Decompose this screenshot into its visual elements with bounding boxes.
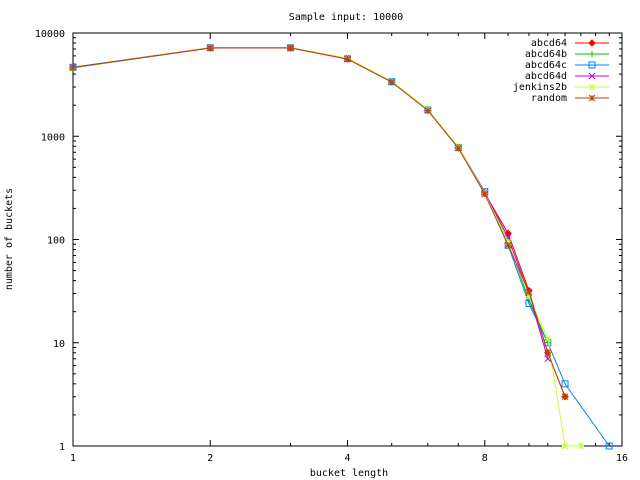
y-tick-label: 100 xyxy=(47,236,65,247)
legend-series-abcd64b-point xyxy=(589,51,595,57)
y-tick-label: 1000 xyxy=(41,132,65,143)
series-random-point xyxy=(481,190,489,198)
series-abcd64c xyxy=(69,44,613,450)
series-random-point xyxy=(287,44,294,52)
series-jenkins2b-point xyxy=(544,335,552,342)
x-tick-label: 2 xyxy=(207,453,213,464)
series-jenkins2b-point xyxy=(577,442,585,450)
series-abcd64d-line xyxy=(72,47,549,359)
series-abcd64b xyxy=(70,44,551,346)
legend-entry-random: random xyxy=(531,93,609,104)
legend-entry-abcd64c: abcd64c xyxy=(525,60,609,71)
series-random-point xyxy=(424,107,432,114)
y-axis-ticks: 1 10 100 1000 10000 xyxy=(35,29,622,453)
series-jenkins2b-point xyxy=(561,442,569,450)
series-random-point xyxy=(525,288,533,296)
legend: abcd64abcd64babcd64cabcd64djenkins2brand… xyxy=(513,38,609,104)
legend-entry-abcd64b: abcd64b xyxy=(525,49,609,60)
series-random-point xyxy=(504,241,512,249)
series-random-point xyxy=(454,144,462,152)
legend-label: abcd64d xyxy=(525,71,567,82)
series-random-point xyxy=(544,349,552,357)
series-random-point xyxy=(344,55,351,63)
series-random-point xyxy=(69,64,77,71)
series-abcd64d xyxy=(69,44,552,363)
series-jenkins2b-point xyxy=(525,293,533,300)
series-layer xyxy=(69,44,613,450)
legend-label: abcd64c xyxy=(525,60,567,71)
legend-entry-abcd64d: abcd64d xyxy=(525,71,609,82)
legend-label: abcd64b xyxy=(525,49,567,60)
y-tick-label: 1 xyxy=(59,442,65,453)
legend-series-jenkins2b-point xyxy=(588,83,596,91)
series-random xyxy=(69,44,569,401)
y-tick-label: 10000 xyxy=(35,29,65,40)
x-axis-ticks: 1 2 4 8 16 xyxy=(70,33,628,464)
series-abcd64 xyxy=(69,44,569,401)
series-abcd64-line xyxy=(72,47,566,397)
legend-entry-abcd64: abcd64 xyxy=(531,38,609,49)
legend-label: random xyxy=(531,93,567,104)
legend-label: jenkins2b xyxy=(513,82,567,93)
x-tick-label: 16 xyxy=(616,453,628,464)
y-axis-label: number of buckets xyxy=(4,188,15,290)
chart-title: Sample input: 10000 xyxy=(289,12,403,23)
series-random-point xyxy=(561,393,569,401)
series-abcd64c-line xyxy=(72,47,610,447)
series-random-line xyxy=(72,47,566,397)
x-tick-label: 4 xyxy=(344,453,350,464)
series-abcd64c-point xyxy=(561,380,569,388)
legend-series-abcd64c-point xyxy=(588,61,596,69)
legend-series-abcd64d-point xyxy=(588,72,596,80)
x-axis-label: bucket length xyxy=(310,468,388,479)
y-tick-label: 10 xyxy=(53,339,65,350)
legend-label: abcd64 xyxy=(531,38,567,49)
legend-entry-jenkins2b: jenkins2b xyxy=(513,82,609,93)
series-random-point xyxy=(388,78,396,86)
x-tick-label: 1 xyxy=(70,453,76,464)
series-abcd64b-line xyxy=(72,47,549,344)
legend-series-random-point xyxy=(588,94,596,102)
series-abcd64c-point xyxy=(605,442,613,450)
series-jenkins2b-point xyxy=(504,238,512,246)
x-tick-label: 8 xyxy=(482,453,488,464)
series-random-point xyxy=(206,44,214,52)
legend-series-abcd64-point xyxy=(588,39,596,47)
